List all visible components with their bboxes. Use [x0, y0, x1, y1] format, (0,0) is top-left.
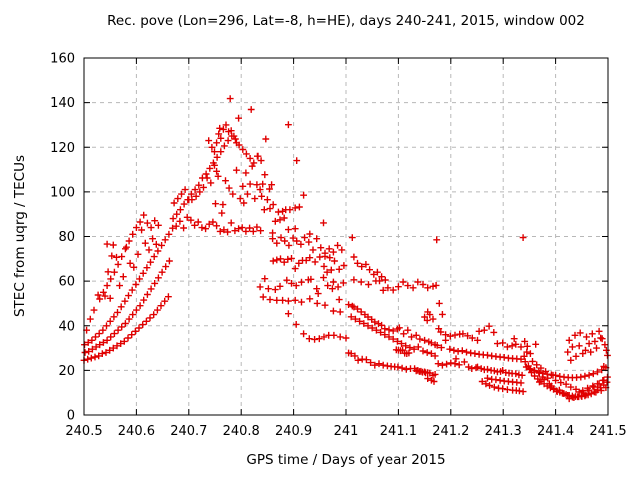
x-tick-label: 241.2 — [432, 424, 469, 439]
x-tick-label: 240.8 — [223, 424, 260, 439]
axis-tick-marks — [83, 57, 609, 416]
x-tick-label: 241 — [334, 424, 359, 439]
x-tick-label: 241.4 — [537, 424, 574, 439]
x-tick-label: 241.1 — [380, 424, 417, 439]
x-axis-label: GPS time / Days of year 2015 — [246, 452, 446, 468]
x-tick-label: 240.5 — [65, 424, 102, 439]
y-tick-label: 20 — [58, 364, 75, 379]
plot-title: Rec. pove (Lon=296, Lat=-8, h=HE), days … — [107, 13, 585, 29]
x-tick-label: 241.5 — [589, 424, 626, 439]
y-tick-label: 120 — [50, 141, 75, 156]
y-tick-label: 100 — [50, 185, 75, 200]
x-tick-label: 240.9 — [275, 424, 312, 439]
x-tick-label: 240.7 — [170, 424, 207, 439]
y-tick-label: 40 — [58, 319, 75, 334]
x-tick-label: 240.6 — [118, 424, 155, 439]
x-tick-label: 241.3 — [485, 424, 522, 439]
y-tick-label: 0 — [67, 409, 75, 424]
y-tick-label: 140 — [50, 96, 75, 111]
y-tick-label: 80 — [58, 230, 75, 245]
y-tick-label: 160 — [50, 52, 75, 67]
y-tick-label: 60 — [58, 275, 75, 290]
